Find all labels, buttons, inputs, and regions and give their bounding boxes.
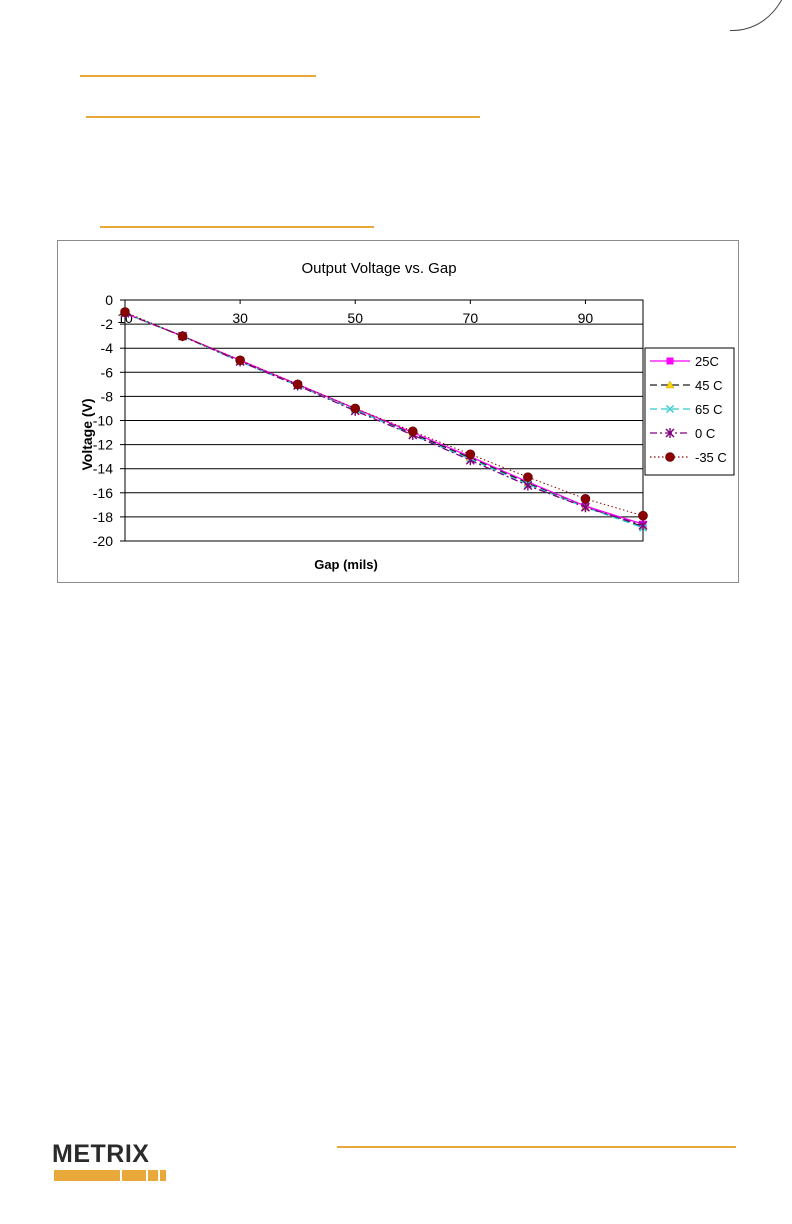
voltage-vs-gap-chart: Output Voltage vs. Gap 0 -2 -4 -6 -8 -10 -12 -14… bbox=[79, 260, 735, 572]
legend-marker bbox=[665, 404, 675, 414]
x-tick-label: 30 bbox=[232, 310, 248, 326]
y-tick-label: -12 bbox=[93, 437, 113, 453]
legend-marker bbox=[665, 452, 675, 462]
legend-label: 0 C bbox=[695, 426, 715, 441]
chart-frame: Output Voltage vs. Gap 0 -2 -4 -6 -8 -10 -12 -14… bbox=[57, 240, 739, 583]
data-point bbox=[580, 502, 590, 513]
y-tick-label: -18 bbox=[93, 509, 113, 525]
header-rule-1 bbox=[80, 75, 316, 77]
header-rule-2 bbox=[86, 116, 480, 118]
data-point bbox=[407, 426, 418, 437]
logo-text: METRIX bbox=[52, 1140, 150, 1168]
metrix-logo: METRIX bbox=[52, 1141, 168, 1185]
data-point bbox=[292, 379, 303, 390]
chart-title: Output Voltage vs. Gap bbox=[301, 260, 456, 277]
y-tick-label: -16 bbox=[93, 485, 113, 501]
legend-marker bbox=[666, 357, 674, 365]
data-point bbox=[350, 403, 361, 414]
series-line-4 bbox=[124, 311, 644, 517]
x-axis-label: Gap (mils) bbox=[314, 557, 378, 572]
y-tick-label: -20 bbox=[93, 533, 113, 549]
series-line-3 bbox=[124, 312, 644, 526]
legend-label: -35 C bbox=[695, 450, 727, 465]
data-point bbox=[177, 331, 188, 341]
logo-stripe bbox=[54, 1170, 166, 1181]
legend-marker bbox=[665, 428, 675, 438]
data-point bbox=[465, 449, 476, 460]
y-tick-label: -4 bbox=[101, 340, 114, 356]
legend-label: 45 C bbox=[695, 378, 722, 393]
y-axis-label: Voltage (V) bbox=[79, 398, 95, 470]
data-point bbox=[580, 494, 591, 504]
x-tick-label: 70 bbox=[463, 310, 479, 326]
y-tick-label: -8 bbox=[101, 388, 114, 404]
section-rule bbox=[100, 226, 374, 228]
legend-marker bbox=[665, 380, 675, 389]
legend-label: 65 C bbox=[695, 402, 722, 417]
data-point bbox=[638, 510, 648, 521]
y-tick-label: 0 bbox=[105, 292, 113, 308]
legend-box bbox=[644, 347, 735, 476]
footer-rule bbox=[337, 1146, 736, 1148]
data-point bbox=[523, 472, 533, 482]
data-point bbox=[235, 355, 245, 366]
y-tick-label: -2 bbox=[101, 316, 114, 332]
y-tick-label: -6 bbox=[101, 364, 114, 380]
page-corner-arc bbox=[730, 0, 791, 31]
y-tick-label: -14 bbox=[93, 461, 113, 477]
data-point bbox=[638, 520, 648, 531]
y-tick-label: -10 bbox=[93, 413, 113, 429]
legend-label: 25C bbox=[695, 354, 719, 369]
data-point bbox=[120, 307, 130, 317]
x-tick-label: 90 bbox=[578, 310, 594, 326]
x-tick-label: 50 bbox=[347, 310, 363, 326]
data-point bbox=[523, 480, 533, 491]
